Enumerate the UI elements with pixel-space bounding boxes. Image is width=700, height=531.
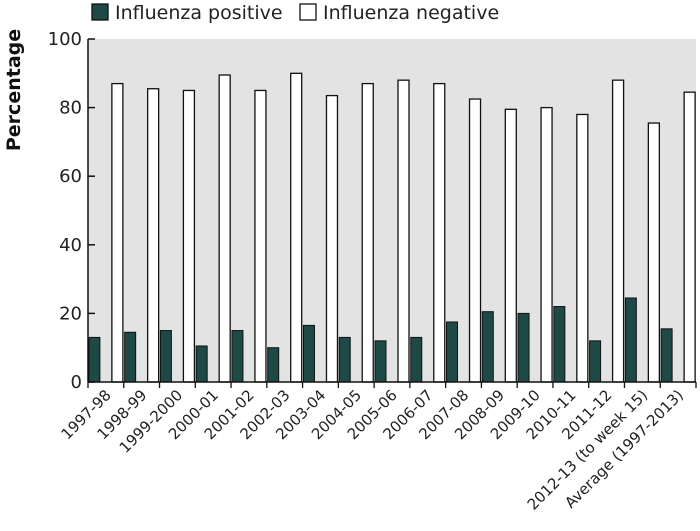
bar-influenza-negative-16 bbox=[683, 91, 696, 383]
x-axis: 1997-981998-991999-20002000-012001-02200… bbox=[58, 381, 697, 514]
legend-label-0: Influenza positive bbox=[115, 2, 283, 24]
bar-influenza-positive-4 bbox=[231, 330, 244, 383]
y-axis: 0 20 40 60 80 100 bbox=[48, 29, 95, 393]
bar-influenza-positive-10 bbox=[446, 321, 459, 383]
bar-influenza-positive-6 bbox=[302, 324, 315, 383]
bar-influenza-negative-10 bbox=[468, 98, 482, 383]
legend-swatch-0 bbox=[91, 3, 109, 21]
bar-influenza-negative-4 bbox=[254, 89, 267, 383]
y-tick-label: 20 bbox=[59, 303, 82, 324]
bar-influenza-negative-3 bbox=[218, 74, 231, 383]
y-tick-label: 60 bbox=[59, 166, 82, 187]
bar-influenza-positive-3 bbox=[195, 345, 208, 383]
bars bbox=[88, 72, 696, 383]
bar-influenza-negative-13 bbox=[576, 113, 589, 383]
bar-influenza-negative-6 bbox=[325, 94, 339, 383]
bar-influenza-negative-9 bbox=[433, 82, 446, 383]
y-tick-label: 80 bbox=[59, 98, 82, 119]
bar-influenza-positive-11 bbox=[481, 311, 494, 383]
y-tick-label: 40 bbox=[59, 235, 82, 256]
bar-influenza-positive-5 bbox=[267, 347, 280, 383]
bar-influenza-negative-8 bbox=[397, 79, 410, 383]
y-tick-label: 0 bbox=[71, 372, 82, 393]
bar-influenza-positive-0 bbox=[88, 336, 101, 383]
bar-influenza-positive-14 bbox=[589, 340, 602, 383]
bar-influenza-positive-9 bbox=[410, 336, 423, 383]
bar-influenza-negative-11 bbox=[504, 108, 517, 383]
bar-influenza-negative-7 bbox=[361, 82, 374, 383]
legend-label-1: Influenza negative bbox=[323, 2, 499, 24]
bar-influenza-negative-14 bbox=[611, 79, 625, 383]
y-axis-label: Percentage bbox=[3, 29, 25, 151]
bar-influenza-negative-2 bbox=[182, 89, 196, 383]
bar-influenza-negative-1 bbox=[146, 88, 160, 383]
bar-influenza-positive-13 bbox=[553, 306, 566, 383]
bar-influenza-negative-5 bbox=[290, 72, 303, 383]
y-tick-label: 100 bbox=[48, 29, 82, 50]
bar-influenza-positive-16 bbox=[660, 328, 673, 383]
legend: Influenza positive Influenza negative bbox=[91, 2, 499, 24]
bar-influenza-positive-12 bbox=[517, 312, 530, 383]
bar-influenza-positive-8 bbox=[374, 340, 387, 383]
bar-influenza-negative-12 bbox=[540, 106, 553, 383]
bar-influenza-positive-2 bbox=[159, 330, 172, 383]
bar-influenza-positive-1 bbox=[124, 331, 137, 383]
legend-swatch-1 bbox=[299, 3, 317, 21]
bar-influenza-positive-15 bbox=[624, 297, 637, 383]
bar-influenza-negative-15 bbox=[647, 122, 661, 383]
bar-influenza-positive-7 bbox=[338, 336, 351, 383]
bar-influenza-negative-0 bbox=[111, 82, 124, 383]
plot-background bbox=[88, 39, 696, 382]
